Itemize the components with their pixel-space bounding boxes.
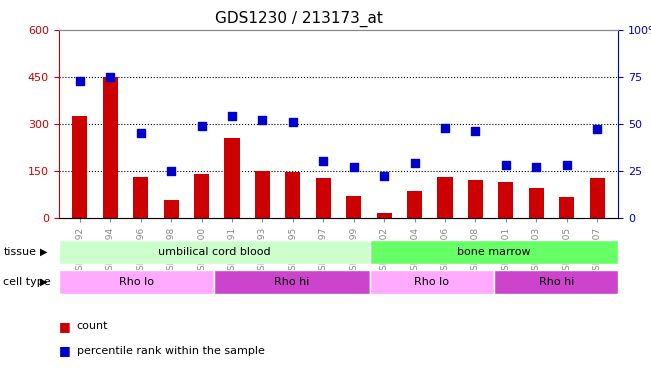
Bar (163, 200, 179, 217)
Point (592, 126, 602, 132)
Point (409, 160, 420, 166)
Text: ▶: ▶ (40, 247, 48, 257)
Bar (590, 178, 605, 218)
Point (531, 164, 542, 170)
Bar (559, 197, 574, 217)
Point (166, 168, 176, 174)
Bar (225, 138, 240, 218)
Point (288, 119, 298, 125)
Text: ■: ■ (59, 320, 70, 333)
Bar (59, 270, 214, 294)
Text: GDS1230 / 213173_at: GDS1230 / 213173_at (215, 11, 383, 27)
Text: umbilical cord blood: umbilical cord blood (158, 247, 270, 257)
Bar (494, 270, 618, 294)
Bar (255, 171, 270, 217)
Point (197, 123, 207, 129)
Bar (103, 77, 118, 218)
Point (501, 162, 511, 168)
Point (562, 162, 572, 168)
Bar (498, 182, 514, 218)
Point (257, 117, 268, 123)
Text: percentile rank within the sample: percentile rank within the sample (77, 346, 265, 355)
Point (348, 164, 359, 170)
Bar (468, 180, 483, 218)
Text: ▶: ▶ (40, 277, 48, 287)
Text: Rho lo: Rho lo (119, 277, 154, 287)
Point (470, 128, 480, 134)
Bar (316, 178, 331, 218)
Bar (529, 188, 544, 218)
Bar (285, 172, 301, 217)
Text: bone marrow: bone marrow (457, 247, 531, 257)
Bar (133, 177, 148, 218)
Point (75, 78, 85, 84)
Text: tissue: tissue (3, 247, 36, 257)
Bar (376, 213, 392, 217)
Text: Rho hi: Rho hi (274, 277, 310, 287)
Bar (407, 191, 422, 217)
Text: cell type: cell type (3, 277, 51, 287)
Bar (59, 240, 370, 264)
Bar (370, 270, 494, 294)
Text: ■: ■ (59, 344, 70, 357)
Bar (214, 270, 370, 294)
Bar (437, 177, 452, 218)
Text: count: count (77, 321, 108, 331)
Point (440, 124, 450, 130)
Point (227, 113, 237, 119)
Bar (72, 116, 87, 218)
Bar (346, 196, 361, 217)
Text: Rho hi: Rho hi (538, 277, 574, 287)
Point (105, 74, 115, 80)
Point (135, 130, 146, 136)
Bar (370, 240, 618, 264)
Point (379, 173, 389, 179)
Text: Rho lo: Rho lo (414, 277, 449, 287)
Point (318, 158, 329, 164)
Bar (194, 174, 209, 217)
